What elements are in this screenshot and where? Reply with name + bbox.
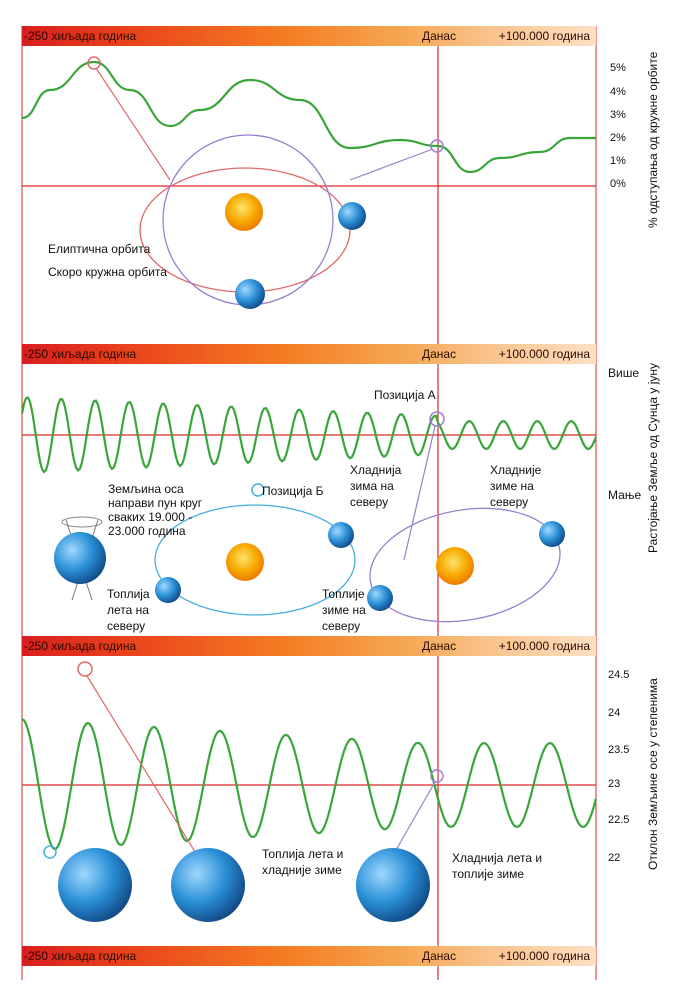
marker-today-tilt xyxy=(430,769,444,783)
warmer-summers-north-label: Топлија лета на северу xyxy=(107,587,150,633)
timeline-start: -250 хиљада година xyxy=(24,347,137,361)
tilt-tick-22-5: 22.5 xyxy=(608,814,630,826)
earth xyxy=(367,585,393,611)
colder-winters-north-label: Хладније зиме на северу xyxy=(490,463,542,509)
position-b-label: Позиција Б xyxy=(262,484,324,498)
distance-axis-title: Растојање Земље од Сунца у јуну xyxy=(646,362,660,553)
ecc-tick-5: 5% xyxy=(610,62,626,74)
marker-max-tilt xyxy=(77,661,93,677)
tilt-tick-23: 23 xyxy=(608,778,621,790)
timeline-today: Данас xyxy=(422,639,457,653)
orbit-position-b xyxy=(154,504,356,616)
marker-max-eccentricity xyxy=(87,56,101,70)
tilt-axis-title: Отклон Земљине осе у степенима xyxy=(646,678,660,870)
timeline-end: +100.000 година xyxy=(498,347,590,361)
ecc-tick-3: 3% xyxy=(610,109,626,121)
ecc-tick-4: 4% xyxy=(610,86,626,98)
tilt-tick-24: 24 xyxy=(608,707,621,719)
sun xyxy=(436,547,474,585)
marker-position-b xyxy=(251,483,265,497)
tilt-tick-23-5: 23.5 xyxy=(608,744,630,756)
ecc-tick-0: 0% xyxy=(610,178,626,190)
ecc-tick-2: 2% xyxy=(610,132,626,144)
tilt-tick-22: 22 xyxy=(608,852,621,864)
tilt-tick-24-5: 24.5 xyxy=(608,669,630,681)
timeline-today: Данас xyxy=(422,347,457,361)
sun xyxy=(226,543,264,581)
timeline-end: +100.000 година xyxy=(498,639,590,653)
timeline-start: -250 хиљада година xyxy=(24,29,137,43)
timeline-start: -250 хиљада година xyxy=(24,949,137,963)
earth xyxy=(338,202,366,230)
earth xyxy=(235,279,265,309)
timeline-end: +100.000 година xyxy=(498,29,590,43)
precession-curve xyxy=(20,396,598,474)
colder-winter-north-label: Хладнија зима на северу xyxy=(350,463,402,509)
ecc-tick-1: 1% xyxy=(610,155,626,167)
timeline-start: -250 хиљада година xyxy=(24,639,137,653)
circular-orbit-label: Скоро кружна орбита xyxy=(48,265,167,279)
orbit-position-a xyxy=(369,507,561,623)
axis-precession-label: Земљина оса направи пун круг сваких 19.0… xyxy=(108,482,203,538)
earth xyxy=(58,848,132,922)
sun xyxy=(225,193,263,231)
timeline-bar-4: -250 хиљада година Данас +100.000 година xyxy=(22,946,596,966)
eccentricity-axis-title: % одступања од кружне орбите xyxy=(646,51,660,228)
distance-more-label: Више xyxy=(608,366,640,380)
ecc-pointer-red xyxy=(95,67,171,181)
timeline-today: Данас xyxy=(422,949,457,963)
timeline-bar-3: -250 хиљада година Данас +100.000 година xyxy=(22,636,596,656)
warmer-winters-north-label: Топлије зиме на северу xyxy=(322,587,366,633)
position-a-label: Позиција А xyxy=(374,388,436,402)
elliptical-orbit-label: Елиптична орбита xyxy=(48,242,151,256)
earth xyxy=(356,848,430,922)
precession-cone-top xyxy=(61,516,103,528)
tilt-pointer-red xyxy=(86,675,201,861)
timeline-today: Данас xyxy=(422,29,457,43)
timeline-bar-2: -250 хиљада година Данас +100.000 година xyxy=(22,344,596,364)
eccentricity-curve xyxy=(21,60,596,174)
earth xyxy=(155,577,181,603)
obliquity-curve xyxy=(21,718,598,850)
timeline-end: +100.000 година xyxy=(498,949,590,963)
warm-summers-cold-winters-label: Топлија лета и хладније зиме xyxy=(262,847,344,877)
ecc-pointer-violet xyxy=(349,148,434,181)
marker-position-a xyxy=(429,411,445,427)
marker-min-tilt xyxy=(43,845,57,859)
pointer-position-a xyxy=(403,425,436,561)
earth xyxy=(54,532,106,584)
cold-summers-warm-winters-label: Хладнија лета и топлије зиме xyxy=(452,851,543,881)
earth xyxy=(328,522,354,548)
marker-today-eccentricity xyxy=(430,139,444,153)
timeline-bar-1: -250 хиљада година Данас +100.000 година xyxy=(22,26,596,46)
distance-less-label: Мање xyxy=(608,488,642,502)
tilt-pointer-violet xyxy=(395,781,436,851)
earth xyxy=(539,521,565,547)
earth xyxy=(171,848,245,922)
